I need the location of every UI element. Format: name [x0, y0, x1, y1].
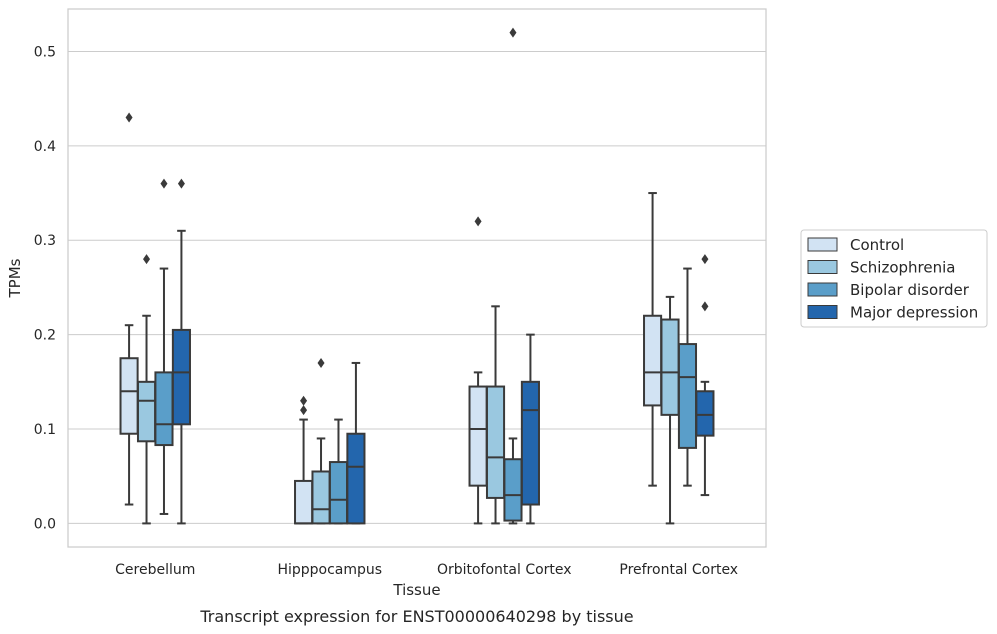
box-iqr: [311, 470, 331, 525]
box-iqr: [520, 380, 540, 506]
legend-swatch: [807, 282, 838, 297]
box-major-depression: [346, 361, 366, 525]
box-iqr: [468, 385, 488, 487]
box-control: [643, 192, 663, 487]
box-control: [119, 112, 139, 506]
outlier-point: [125, 112, 133, 123]
box-major-depression: [520, 333, 540, 525]
legend-swatch: [807, 260, 838, 274]
box-schizophrenia: [485, 305, 506, 525]
y-tick-label: 0.2: [34, 328, 56, 344]
box-schizophrenia: [660, 295, 680, 525]
box-major-depression: [171, 178, 191, 525]
box-bipolar-disorder: [677, 267, 698, 487]
box-bipolar-disorder: [328, 418, 349, 525]
legend-items: Control Schizophrenia Bipolar disorder Majo…: [807, 236, 978, 322]
x-tick-label: Orbitofontal Cortex: [437, 562, 572, 578]
box-iqr: [485, 385, 506, 499]
box-control: [468, 216, 488, 525]
box-major-depression: [695, 254, 715, 497]
outlier-point: [300, 395, 308, 406]
box-bipolar-disorder: [154, 178, 174, 515]
box-iqr: [695, 390, 715, 437]
box-iqr: [346, 432, 366, 525]
box-iqr: [643, 314, 663, 407]
x-axis-ticks: Cerebellum Hipppocampus Orbitofontal Corte…: [115, 562, 738, 578]
box-iqr: [154, 371, 174, 447]
box-iqr: [328, 461, 349, 525]
y-tick-label: 0.4: [34, 139, 56, 155]
chart-caption: Transcript expression for ENST0000064029…: [199, 607, 633, 626]
outlier-point: [474, 216, 482, 227]
legend-swatch: [807, 305, 838, 319]
box-iqr: [660, 318, 680, 416]
box-bipolar-disorder: [503, 27, 523, 525]
outlier-point: [160, 178, 168, 189]
box-control: [294, 395, 314, 525]
x-tick-label: Cerebellum: [115, 562, 195, 578]
legend-swatch: [807, 237, 838, 252]
y-tick-label: 0.3: [34, 233, 56, 249]
box-iqr: [294, 479, 314, 525]
outlier-point: [143, 254, 151, 265]
outlier-point: [317, 357, 325, 368]
box-schizophrenia: [136, 254, 157, 525]
box-iqr: [171, 328, 191, 426]
legend: Control Schizophrenia Bipolar disorder Majo…: [800, 229, 988, 328]
box-iqr: [119, 357, 139, 435]
outlier-point: [701, 254, 709, 265]
x-tick-label: Prefrontal Cortex: [619, 562, 738, 578]
y-tick-label: 0.0: [34, 516, 56, 532]
legend-frame: [800, 229, 988, 328]
x-axis-label: Tissue: [392, 581, 440, 599]
box-iqr: [136, 380, 157, 443]
legend-label: Control: [850, 236, 904, 254]
outlier-point: [509, 27, 517, 38]
x-tick-label: Hipppocampus: [277, 562, 382, 578]
box-iqr: [677, 343, 698, 449]
legend-label: Bipolar disorder: [850, 281, 970, 299]
plot-frame: [67, 8, 767, 548]
y-tick-label: 0.5: [34, 44, 56, 60]
box-plot-area: [119, 27, 715, 525]
box-iqr: [503, 458, 523, 522]
y-axis-ticks: 0.0 0.1 0.2 0.3 0.4 0.5: [34, 44, 56, 532]
outlier-point: [300, 405, 308, 416]
gridlines: [68, 50, 766, 524]
y-axis-label: TPMs: [6, 258, 24, 298]
box-schizophrenia: [311, 357, 331, 525]
legend-label: Major depression: [850, 304, 978, 322]
outlier-point: [177, 178, 185, 189]
y-tick-label: 0.1: [34, 422, 56, 438]
outlier-point: [701, 301, 709, 312]
legend-label: Schizophrenia: [850, 259, 955, 277]
